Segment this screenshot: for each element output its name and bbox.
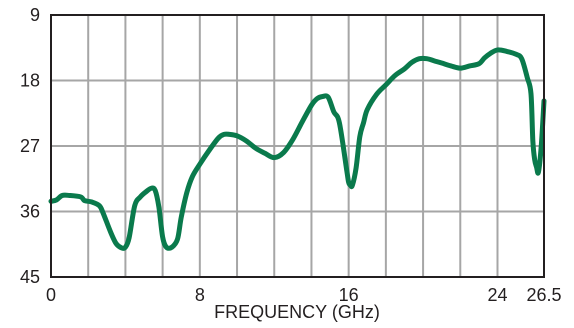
x-tick-label: 26.5 bbox=[526, 285, 561, 305]
y-tick-label: 18 bbox=[20, 71, 40, 91]
y-tick-label: 36 bbox=[20, 202, 40, 222]
x-tick-label: 16 bbox=[339, 285, 359, 305]
x-tick-labels: 0 8 16 24 26.5 bbox=[46, 285, 562, 305]
plot-frame bbox=[50, 14, 545, 278]
series-layer bbox=[48, 47, 547, 251]
x-tick-label: 0 bbox=[46, 285, 56, 305]
x-axis-title: FREQUENCY (GHz) bbox=[214, 302, 380, 322]
series-line bbox=[48, 47, 547, 251]
y-tick-label: 27 bbox=[20, 136, 40, 156]
x-tick-label: 24 bbox=[487, 285, 507, 305]
grid-lines bbox=[51, 15, 544, 277]
y-tick-label: 9 bbox=[30, 5, 40, 25]
y-tick-labels: 9 18 27 36 45 bbox=[20, 5, 40, 287]
y-tick-label: 45 bbox=[20, 267, 40, 287]
x-tick-label: 8 bbox=[195, 285, 205, 305]
